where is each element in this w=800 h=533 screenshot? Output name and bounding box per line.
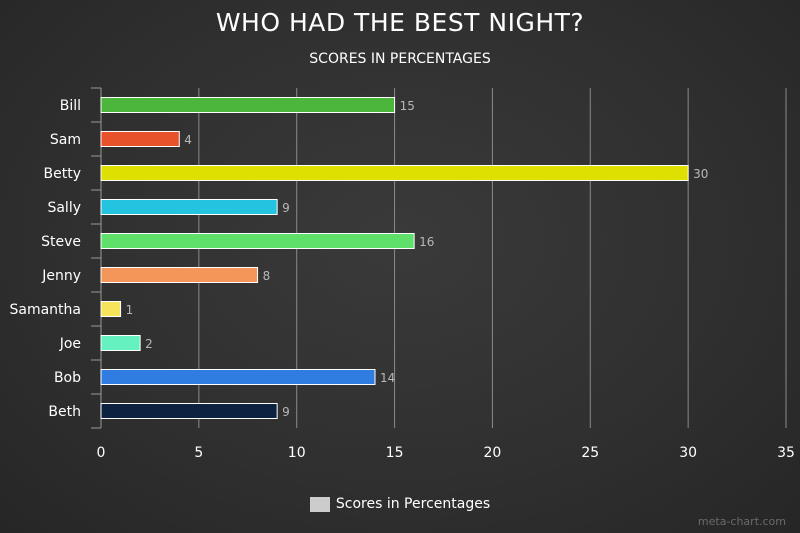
category-label: Steve (41, 234, 81, 250)
bar (100, 199, 278, 215)
chart-subtitle: SCORES IN PERCENTAGES (309, 51, 491, 67)
x-tick-label: 10 (288, 445, 306, 461)
legend-label: Scores in Percentages (335, 496, 491, 512)
x-tick-label: 15 (386, 445, 404, 461)
category-label: Joe (59, 336, 81, 352)
category-label: Bob (54, 370, 81, 386)
credit-text: meta-chart.com (697, 515, 786, 528)
bar (100, 165, 689, 181)
bar (100, 267, 259, 283)
x-tick-label: 20 (484, 445, 502, 461)
data-label: 4 (184, 133, 192, 147)
x-tick-label: 25 (581, 445, 599, 461)
bar (100, 301, 122, 317)
x-tick-label: 5 (194, 445, 203, 461)
chart-title: WHO HAD THE BEST NIGHT? (215, 8, 585, 37)
bar (100, 233, 415, 249)
category-label: Samantha (10, 302, 82, 318)
category-label: Sally (47, 200, 81, 216)
bar (100, 97, 396, 113)
data-label: 9 (282, 201, 290, 215)
data-label: 14 (380, 371, 395, 385)
x-tick-label: 0 (97, 445, 106, 461)
x-tick-label: 35 (777, 445, 795, 461)
bar (100, 131, 180, 147)
category-label: Beth (48, 404, 81, 420)
data-label: 8 (263, 269, 271, 283)
category-label: Betty (44, 166, 81, 182)
data-label: 16 (419, 235, 434, 249)
legend[interactable]: Scores in Percentages (0, 496, 800, 512)
category-label: Bill (60, 98, 81, 114)
bar (100, 403, 278, 419)
legend-swatch (309, 496, 330, 512)
bar (100, 335, 141, 351)
category-label: Sam (50, 132, 81, 148)
data-label: 30 (693, 167, 708, 181)
category-label: Jenny (41, 268, 81, 284)
data-label: 15 (400, 99, 415, 113)
data-label: 2 (145, 337, 153, 351)
x-tick-label: 30 (679, 445, 697, 461)
data-label: 9 (282, 405, 290, 419)
data-label: 1 (126, 303, 134, 317)
bar (100, 369, 376, 385)
